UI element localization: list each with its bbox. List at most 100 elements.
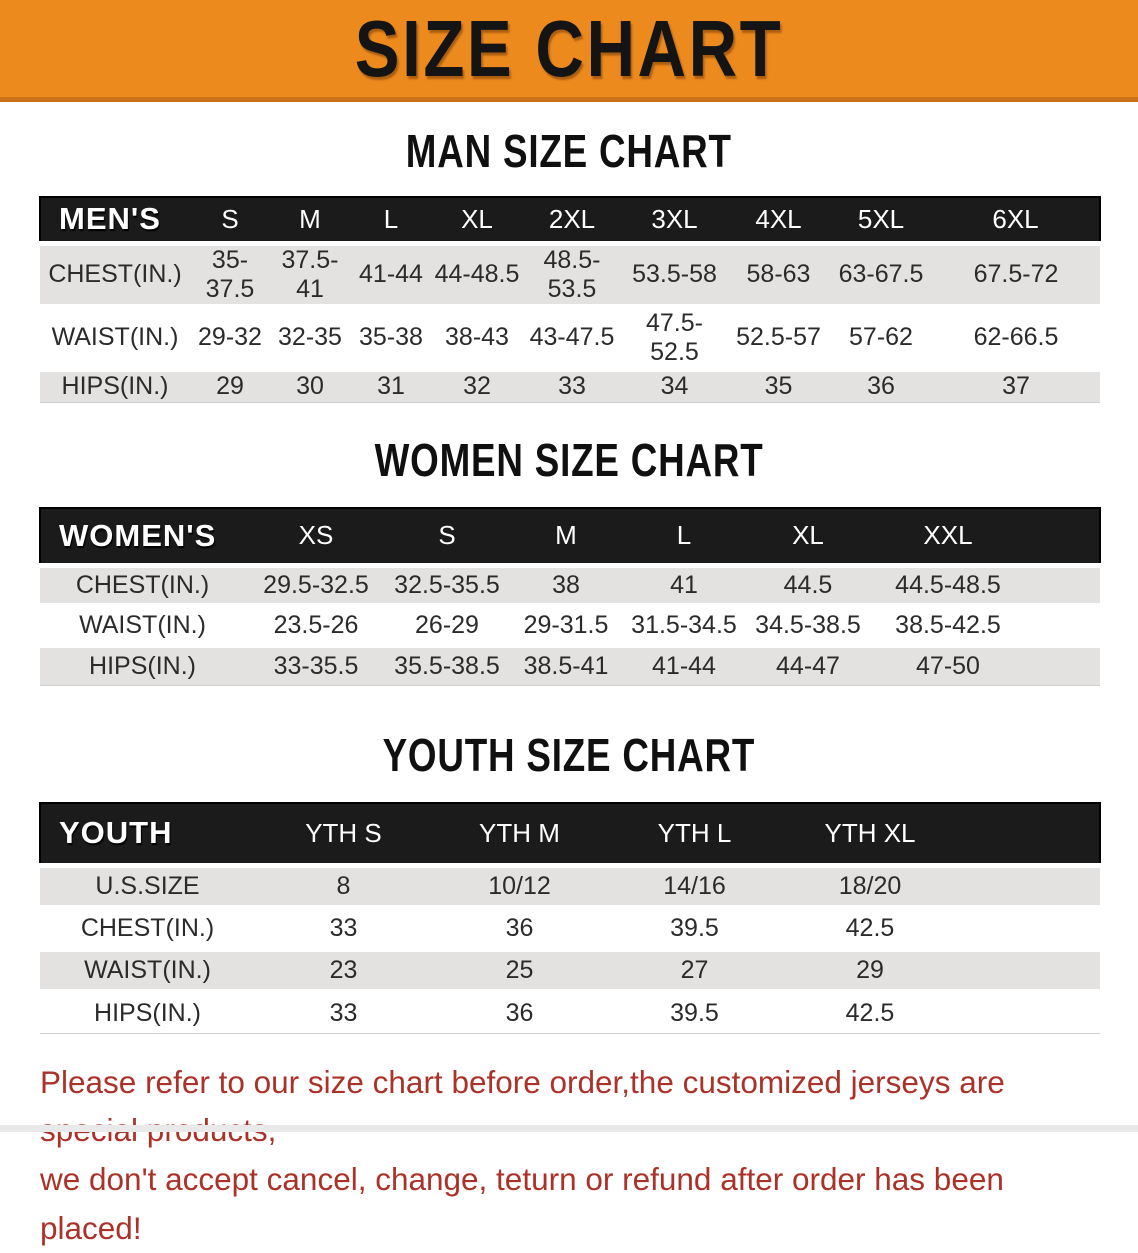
value-cell: 31 bbox=[377, 372, 405, 400]
value-cell: 38 bbox=[552, 571, 580, 599]
value-cell: 52.5-57 bbox=[736, 323, 821, 351]
value-cell: 34.5-38.5 bbox=[755, 611, 861, 639]
disclaimer-line-2: we don't accept cancel, change, teturn o… bbox=[40, 1161, 1004, 1246]
size-header-cell: YTH XL bbox=[782, 802, 958, 866]
filler-cell bbox=[958, 865, 1100, 907]
women-header-row: WOMEN'S XS S M L XL XXL bbox=[39, 506, 1101, 567]
size-header-cell: M bbox=[507, 506, 625, 567]
value-cell: 38.5-42.5 bbox=[895, 611, 1001, 639]
filler-cell bbox=[1023, 506, 1101, 567]
size-header-cell: XXL bbox=[873, 506, 1023, 567]
value-cell: 41-44 bbox=[652, 652, 716, 680]
size-header-cell: YTH M bbox=[432, 802, 607, 866]
value-cell: 43-47.5 bbox=[529, 323, 615, 351]
size-header-cell: 3XL bbox=[622, 196, 727, 244]
value-cell: 47.5-52.5 bbox=[646, 308, 703, 366]
value-cell: 38.5-41 bbox=[523, 652, 609, 680]
row-label-cell: HIPS(IN.) bbox=[61, 372, 169, 400]
order-disclaimer: Please refer to our size chart before or… bbox=[40, 1058, 1102, 1253]
women-section-heading: WOMEN SIZE CHART bbox=[0, 437, 1138, 483]
value-cell: 48.5-53.5 bbox=[543, 245, 601, 303]
row-label-cell: WAIST(IN.) bbox=[79, 611, 206, 639]
value-cell: 36 bbox=[867, 372, 895, 400]
value-cell: 41 bbox=[670, 571, 698, 599]
youth-group-label: YOUTH bbox=[39, 802, 255, 866]
value-cell: 27 bbox=[680, 955, 709, 984]
size-header-cell: XL bbox=[432, 196, 522, 244]
size-header-cell: 6XL bbox=[932, 196, 1101, 244]
youth-size-table: YOUTH YTH S YTH M YTH L YTH XL U.S.SIZE … bbox=[39, 802, 1101, 1034]
value-cell: 31.5-34.5 bbox=[631, 611, 737, 639]
women-chest-row: CHEST(IN.) 29.5-32.5 32.5-35.5 38 41 44.… bbox=[40, 565, 1100, 606]
size-header-cell: YTH S bbox=[255, 802, 432, 866]
youth-section-heading: YOUTH SIZE CHART bbox=[0, 732, 1138, 778]
row-label-cell: CHEST(IN.) bbox=[80, 913, 215, 942]
men-hips-row: HIPS(IN.) 29 30 31 32 33 34 35 36 37 bbox=[40, 369, 1100, 402]
value-cell: 37.5-41 bbox=[281, 245, 339, 303]
filler-cell bbox=[1023, 566, 1100, 606]
value-cell: 62-66.5 bbox=[973, 323, 1059, 351]
value-cell: 26-29 bbox=[415, 611, 479, 639]
row-label-cell: CHEST(IN.) bbox=[48, 260, 182, 288]
value-cell: 58-63 bbox=[746, 260, 811, 288]
youth-hips-row: HIPS(IN.) 33 36 39.5 42.5 bbox=[40, 991, 1100, 1033]
size-header-cell: 5XL bbox=[830, 196, 932, 244]
size-header-cell: S bbox=[190, 196, 270, 244]
size-header-cell: 2XL bbox=[522, 196, 622, 244]
filler-cell bbox=[958, 802, 1101, 866]
row-label-cell: HIPS(IN.) bbox=[94, 998, 201, 1027]
value-cell: 63-67.5 bbox=[838, 260, 924, 288]
men-group-label: MEN'S bbox=[39, 196, 190, 244]
value-cell: 44-48.5 bbox=[434, 260, 520, 288]
man-section-heading: MAN SIZE CHART bbox=[0, 128, 1138, 174]
value-cell: 29 bbox=[216, 372, 244, 400]
youth-chest-row: CHEST(IN.) 33 36 39.5 42.5 bbox=[40, 907, 1100, 949]
value-cell: 18/20 bbox=[838, 871, 902, 900]
value-cell: 36 bbox=[505, 913, 534, 942]
size-header-cell: S bbox=[387, 506, 507, 567]
value-cell: 33 bbox=[558, 372, 586, 400]
value-cell: 10/12 bbox=[488, 871, 551, 900]
value-cell: 23 bbox=[329, 955, 358, 984]
value-cell: 39.5 bbox=[670, 998, 719, 1027]
women-heading-text: WOMEN SIZE CHART bbox=[374, 433, 764, 486]
value-cell: 35 bbox=[764, 372, 793, 400]
value-cell: 41-44 bbox=[359, 260, 423, 288]
women-hips-row: HIPS(IN.) 33-35.5 35.5-38.5 38.5-41 41-4… bbox=[40, 645, 1100, 686]
row-label-cell: WAIST(IN.) bbox=[51, 323, 179, 351]
filler-cell bbox=[958, 949, 1100, 991]
value-cell: 8 bbox=[336, 871, 351, 900]
value-cell: 47-50 bbox=[916, 652, 980, 680]
value-cell: 39.5 bbox=[670, 913, 719, 942]
value-cell: 34 bbox=[660, 372, 689, 400]
men-header-row: MEN'S S M L XL 2XL 3XL 4XL 5XL 6XL bbox=[39, 196, 1101, 244]
value-cell: 29.5-32.5 bbox=[263, 571, 369, 599]
filler-cell bbox=[958, 991, 1100, 1033]
value-cell: 32 bbox=[463, 372, 491, 400]
value-cell: 42.5 bbox=[845, 998, 895, 1027]
value-cell: 29-32 bbox=[198, 323, 262, 351]
row-label-cell: WAIST(IN.) bbox=[84, 955, 211, 984]
value-cell: 32-35 bbox=[278, 323, 342, 351]
value-cell: 14/16 bbox=[663, 871, 726, 900]
value-cell: 35-38 bbox=[359, 323, 423, 351]
youth-heading-text: YOUTH SIZE CHART bbox=[382, 729, 756, 781]
value-cell: 35.5-38.5 bbox=[394, 652, 500, 680]
row-label-cell: HIPS(IN.) bbox=[89, 652, 196, 680]
value-cell: 44-47 bbox=[776, 652, 840, 680]
value-cell: 35-37.5 bbox=[205, 245, 255, 303]
youth-ussize-row: U.S.SIZE 8 10/12 14/16 18/20 bbox=[40, 865, 1100, 907]
women-group-label: WOMEN'S bbox=[39, 506, 245, 567]
men-chest-row: CHEST(IN.) 35-37.5 37.5-41 41-44 44-48.5… bbox=[40, 243, 1100, 306]
value-cell: 53.5-58 bbox=[632, 260, 717, 288]
value-cell: 42.5 bbox=[845, 913, 895, 942]
row-label-cell: U.S.SIZE bbox=[95, 871, 200, 900]
value-cell: 25 bbox=[505, 955, 534, 984]
value-cell: 33 bbox=[329, 913, 358, 942]
size-header-cell: XS bbox=[245, 506, 387, 567]
size-header-cell: XL bbox=[743, 506, 873, 567]
value-cell: 38-43 bbox=[445, 323, 509, 351]
row-label-cell: CHEST(IN.) bbox=[75, 571, 210, 599]
value-cell: 23.5-26 bbox=[273, 611, 359, 639]
youth-waist-row: WAIST(IN.) 23 25 27 29 bbox=[40, 949, 1100, 991]
